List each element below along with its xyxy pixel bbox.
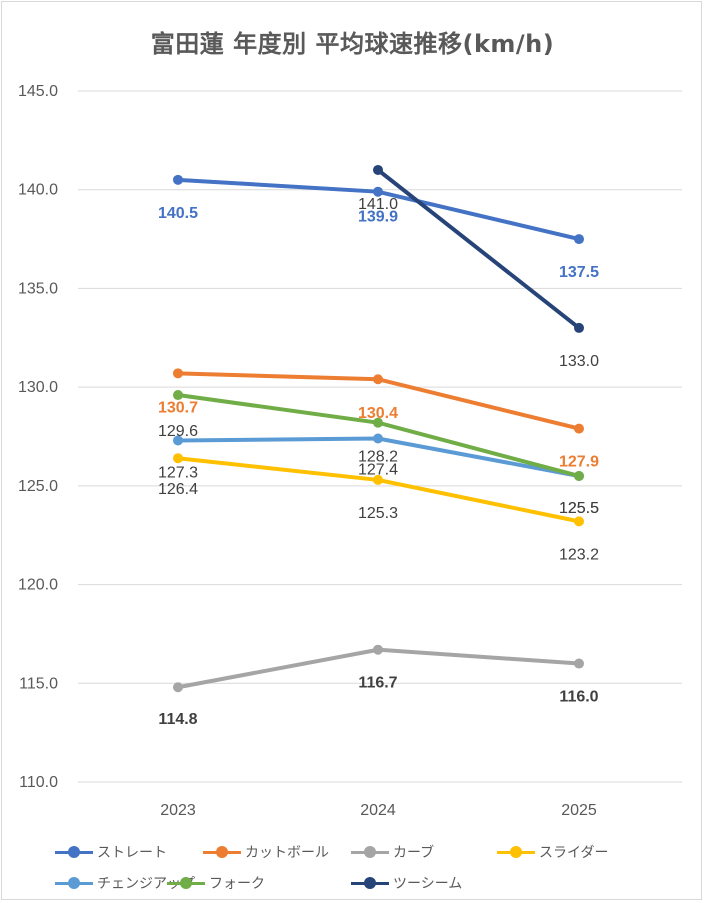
data-point bbox=[173, 368, 183, 379]
legend-item: カットボール bbox=[203, 842, 329, 862]
legend-label: ツーシーム bbox=[393, 876, 463, 892]
data-point bbox=[574, 234, 584, 245]
legend-swatch bbox=[55, 846, 93, 858]
data-label: 127.3 bbox=[158, 464, 198, 481]
legend-label: チェンジアップ bbox=[97, 876, 195, 892]
data-point bbox=[173, 682, 183, 693]
data-label: 139.9 bbox=[358, 209, 398, 226]
legend-item: フォーク bbox=[167, 873, 265, 893]
data-label: 125.5 bbox=[559, 500, 599, 517]
data-label: 125.5 bbox=[559, 500, 599, 517]
data-label: 125.3 bbox=[358, 505, 398, 522]
data-label: 127.4 bbox=[358, 461, 398, 478]
data-point bbox=[574, 516, 584, 527]
y-tick-label: 115.0 bbox=[19, 675, 58, 692]
y-tick-label: 125.0 bbox=[18, 478, 58, 495]
data-point bbox=[373, 186, 383, 197]
data-label: 126.4 bbox=[158, 481, 198, 498]
y-tick-label: 120.0 bbox=[18, 577, 58, 594]
data-label: 137.5 bbox=[559, 264, 599, 281]
data-label: 127.9 bbox=[559, 454, 599, 471]
legend-label: フォーク bbox=[209, 876, 265, 892]
data-label: 129.6 bbox=[158, 423, 198, 440]
data-label: 133.0 bbox=[559, 353, 599, 370]
y-tick-label: 110.0 bbox=[19, 774, 58, 791]
legend-swatch bbox=[351, 846, 389, 858]
y-tick-label: 145.0 bbox=[18, 83, 58, 100]
data-label: 130.4 bbox=[358, 405, 398, 422]
data-point bbox=[574, 470, 584, 481]
legend-item: ツーシーム bbox=[351, 873, 462, 893]
data-label: 116.0 bbox=[559, 689, 598, 706]
y-tick-label: 140.0 bbox=[18, 182, 58, 199]
x-tick-label: 2024 bbox=[360, 802, 396, 819]
data-point bbox=[173, 453, 183, 464]
legend-label: カーブ bbox=[393, 845, 435, 861]
data-point bbox=[373, 417, 383, 428]
data-point bbox=[574, 658, 584, 669]
legend-swatch bbox=[167, 877, 205, 889]
y-tick-label: 135.0 bbox=[18, 280, 58, 297]
data-point bbox=[173, 435, 183, 446]
legend-label: カットボール bbox=[245, 845, 329, 861]
data-point bbox=[373, 374, 383, 385]
data-label: 140.5 bbox=[158, 205, 198, 222]
x-tick-label: 2025 bbox=[561, 802, 597, 819]
data-point bbox=[373, 433, 383, 444]
data-point bbox=[173, 390, 183, 401]
chart-title: 富田蓮 年度別 平均球速推移(km/h) bbox=[150, 30, 555, 58]
legend-item: チェンジアップ bbox=[55, 873, 195, 893]
data-label: 128.2 bbox=[358, 449, 398, 466]
data-label: 123.2 bbox=[559, 546, 599, 563]
data-label: 114.8 bbox=[158, 711, 197, 728]
legend-label: スライダー bbox=[539, 845, 609, 861]
legend-item: カーブ bbox=[351, 842, 434, 862]
legend-swatch bbox=[351, 877, 389, 889]
data-point bbox=[574, 322, 584, 333]
legend-item: ストレート bbox=[55, 842, 167, 862]
data-point bbox=[373, 644, 383, 655]
data-point bbox=[173, 174, 183, 185]
data-label: 116.7 bbox=[358, 675, 397, 692]
data-label: 130.7 bbox=[158, 399, 198, 416]
y-tick-label: 130.0 bbox=[18, 379, 58, 396]
legend-swatch bbox=[203, 846, 241, 858]
legend-swatch bbox=[497, 846, 535, 858]
data-point bbox=[574, 423, 584, 434]
data-point bbox=[373, 164, 383, 175]
legend-item: スライダー bbox=[497, 842, 608, 862]
legend-swatch bbox=[55, 877, 93, 889]
data-label: 141.0 bbox=[358, 196, 398, 213]
x-tick-label: 2023 bbox=[160, 802, 196, 819]
series-line bbox=[376, 167, 581, 330]
legend-label: ストレート bbox=[97, 845, 167, 861]
data-point bbox=[373, 474, 383, 485]
